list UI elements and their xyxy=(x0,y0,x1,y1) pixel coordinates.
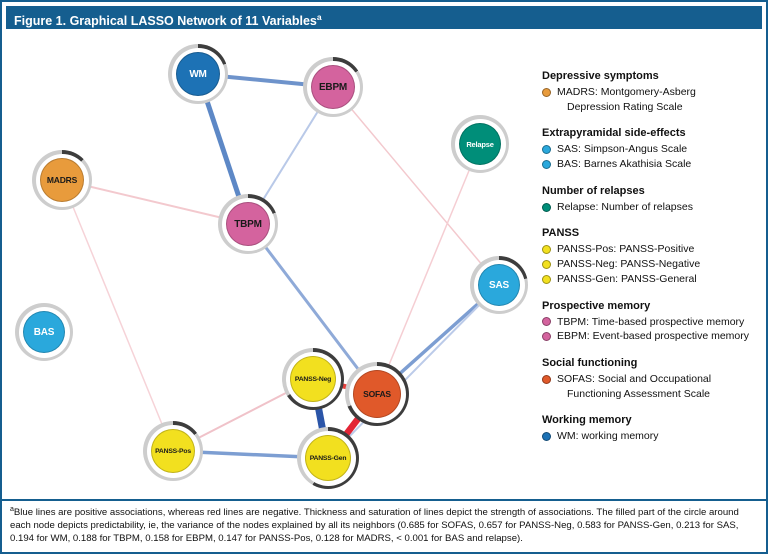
legend: Depressive symptoms MADRS: Montgomery-Asb… xyxy=(542,70,760,457)
node-ring-WM: WM xyxy=(168,44,228,104)
node-gap-PANSS-Gen: PANSS-Gen xyxy=(300,430,356,486)
legend-item-text: PANSS-Pos: PANSS-Positive xyxy=(557,243,695,256)
node-EBPM: EBPM xyxy=(311,65,355,109)
figure-title-superscript: a xyxy=(316,12,322,22)
node-ring-SAS: SAS xyxy=(470,256,528,314)
legend-section-header: Depressive symptoms xyxy=(542,70,659,82)
legend-item: MADRS: Montgomery-Asberg xyxy=(542,85,760,100)
legend-section-header: Number of relapses xyxy=(542,184,645,197)
legend-node-color-dot xyxy=(542,432,551,442)
edge-EBPM-SAS xyxy=(332,86,500,286)
node-ring-TBPM: TBPM xyxy=(218,194,278,254)
legend-section-header: PANSS xyxy=(542,227,580,240)
node-Relapse: Relapse xyxy=(459,123,501,165)
legend-item: WM: working memory xyxy=(542,429,760,444)
legend-item: PANSS-Neg: PANSS-Negative xyxy=(542,257,760,272)
legend-item-text: PANSS-Gen: PANSS-General xyxy=(557,272,697,285)
legend-section-header: Working memory xyxy=(542,414,632,427)
legend-item-text: Functioning Assessment Scale xyxy=(567,387,710,400)
node-WM: WM xyxy=(176,52,220,96)
node-gap-Relapse: Relapse xyxy=(454,118,506,170)
node-ring-EBPM: EBPM xyxy=(303,57,363,117)
legend-item-text: BAS: Barnes Akathisia Scale xyxy=(557,158,692,171)
legend-item: PANSS-Pos: PANSS-Positive xyxy=(542,242,760,257)
node-gap-BAS: BAS xyxy=(18,306,70,358)
legend-node-color-dot xyxy=(542,274,551,284)
node-SAS: SAS xyxy=(478,264,520,306)
edge-Relapse-SOFAS xyxy=(376,143,481,395)
footnote: aBlue lines are positive associations, w… xyxy=(2,499,766,552)
legend-item-text: WM: working memory xyxy=(557,430,659,443)
legend-node-color-dot xyxy=(542,374,551,384)
node-ring-PANSS-Pos: PANSS-Pos xyxy=(143,421,203,481)
footnote-text: Blue lines are positive associations, wh… xyxy=(10,507,739,545)
legend-section: Number of relapses Relapse: Number of rel… xyxy=(542,185,760,215)
legend-item: SAS: Simpson-Angus Scale xyxy=(542,142,760,157)
figure-title: Figure 1. Graphical LASSO Network of 11 … xyxy=(14,14,317,29)
node-SOFAS: SOFAS xyxy=(353,370,401,418)
legend-node-color-dot xyxy=(542,159,551,169)
node-ring-PANSS-Neg: PANSS-Neg xyxy=(282,348,344,410)
legend-item: Relapse: Number of relapses xyxy=(542,200,760,215)
legend-item: SOFAS: Social and Occupational xyxy=(542,372,760,387)
legend-section: Social functioning SOFAS: Social and Occu… xyxy=(542,357,760,401)
node-gap-MADRS: MADRS xyxy=(35,153,89,207)
legend-item: TBPM: Time-based prospective memory xyxy=(542,315,760,330)
legend-item-text: Relapse: Number of relapses xyxy=(557,200,693,213)
legend-node-color-dot xyxy=(542,245,551,255)
legend-section: Prospective memory TBPM: Time-based prosp… xyxy=(542,300,760,344)
node-gap-PANSS-Pos: PANSS-Pos xyxy=(146,424,200,478)
legend-node-color-dot xyxy=(542,259,551,269)
node-gap-SAS: SAS xyxy=(473,259,525,311)
legend-section: Depressive symptoms MADRS: Montgomery-Asb… xyxy=(542,70,760,114)
legend-item: Functioning Assessment Scale xyxy=(542,387,760,402)
figure-title-bar: Figure 1. Graphical LASSO Network of 11 … xyxy=(6,6,762,29)
legend-item-text: TBPM: Time-based prospective memory xyxy=(557,315,745,328)
edge-TBPM-SOFAS xyxy=(246,222,379,396)
node-ring-PANSS-Gen: PANSS-Gen xyxy=(297,427,359,489)
legend-item: EBPM: Event-based prospective memory xyxy=(542,329,760,344)
node-ring-BAS: BAS xyxy=(15,303,73,361)
legend-item: PANSS-Gen: PANSS-General xyxy=(542,272,760,287)
legend-section: Working memory WM: working memory xyxy=(542,414,760,444)
node-PANSS-Pos: PANSS-Pos xyxy=(151,429,195,473)
node-gap-EBPM: EBPM xyxy=(306,60,360,114)
edge-MADRS-TBPM xyxy=(61,179,249,225)
legend-node-color-dot xyxy=(542,87,551,97)
node-ring-Relapse: Relapse xyxy=(451,115,509,173)
node-MADRS: MADRS xyxy=(40,158,84,202)
legend-node-color-dot xyxy=(542,202,551,212)
legend-item-text: MADRS: Montgomery-Asberg xyxy=(557,86,696,98)
edge-MADRS-PANSS-Pos xyxy=(61,179,174,452)
footnote-superscript: a xyxy=(10,506,14,514)
legend-section-header: Social functioning xyxy=(542,356,638,369)
legend-item: Depression Rating Scale xyxy=(542,100,760,115)
legend-node-color-dot xyxy=(542,317,551,327)
legend-item-text: Depression Rating Scale xyxy=(567,100,683,113)
node-gap-WM: WM xyxy=(171,47,225,101)
legend-item: BAS: Barnes Akathisia Scale xyxy=(542,157,760,172)
node-BAS: BAS xyxy=(23,311,65,353)
legend-item-text: EBPM: Event-based prospective memory xyxy=(557,330,749,343)
node-gap-SOFAS: SOFAS xyxy=(348,365,406,423)
legend-item-text: SAS: Simpson-Angus Scale xyxy=(557,143,688,156)
legend-item-text: SOFAS: Social and Occupational xyxy=(557,372,712,385)
legend-node-color-dot xyxy=(542,145,551,155)
legend-section-header: Extrapyramidal side-effects xyxy=(542,127,686,140)
node-PANSS-Gen: PANSS-Gen xyxy=(305,435,351,481)
node-gap-PANSS-Neg: PANSS-Neg xyxy=(285,351,341,407)
node-ring-MADRS: MADRS xyxy=(32,150,92,210)
legend-section: Extrapyramidal side-effects SAS: Simpson-… xyxy=(542,127,760,171)
legend-item-text: PANSS-Neg: PANSS-Negative xyxy=(557,258,701,271)
node-PANSS-Neg: PANSS-Neg xyxy=(290,356,336,402)
legend-section: PANSS PANSS-Pos: PANSS-Positive PANSS-Neg:… xyxy=(542,227,760,286)
legend-node-color-dot xyxy=(542,332,551,342)
legend-section-header: Prospective memory xyxy=(542,299,651,312)
node-gap-TBPM: TBPM xyxy=(221,197,275,251)
edge-SAS-PANSS-Gen xyxy=(327,284,500,459)
node-TBPM: TBPM xyxy=(226,202,270,246)
node-ring-SOFAS: SOFAS xyxy=(345,362,409,426)
